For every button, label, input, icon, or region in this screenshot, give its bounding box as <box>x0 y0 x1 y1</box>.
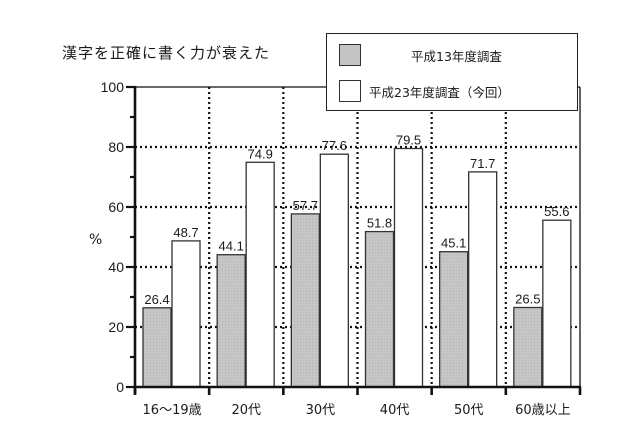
data-label: 79.5 <box>396 133 421 148</box>
legend-label: 平成13年度調査 <box>411 48 502 64</box>
y-axis-label: % <box>89 232 103 248</box>
y-tick-label: 60 <box>108 199 124 215</box>
x-tick-label: 30代 <box>306 403 336 418</box>
data-label: 48.7 <box>173 225 198 240</box>
x-tick-label: 60歳以上 <box>515 403 571 418</box>
bar-h23-2 <box>319 153 349 388</box>
data-label: 55.6 <box>544 204 569 219</box>
y-tick-label: 80 <box>108 139 124 155</box>
legend-swatch-white <box>339 80 361 102</box>
bar-h13-2 <box>290 213 320 388</box>
y-tick-label: 40 <box>108 259 124 275</box>
chart-title: 漢字を正確に書く力が衰えた <box>62 44 271 62</box>
data-label: 44.1 <box>219 239 244 254</box>
data-label: 51.8 <box>367 216 392 231</box>
bar-h23-1 <box>245 161 275 388</box>
bar-h23-4 <box>468 171 498 388</box>
data-label: 71.7 <box>470 156 495 171</box>
y-tick-label: 100 <box>101 79 125 95</box>
x-tick-label: 40代 <box>380 403 410 418</box>
x-tick-label: 50代 <box>454 403 484 418</box>
bar-h23-5 <box>542 219 572 388</box>
data-label: 77.6 <box>322 138 347 153</box>
x-tick-label: 20代 <box>231 403 261 418</box>
y-tick-label: 0 <box>116 379 124 395</box>
data-label: 57.7 <box>293 198 318 213</box>
axes: 0 20 40 60 80 100 <box>101 79 582 395</box>
legend: 平成13年度調査 平成23年度調査（今回） <box>326 33 578 111</box>
legend-label: 平成23年度調査（今回） <box>369 84 510 100</box>
bar-h13-4 <box>439 251 469 388</box>
data-label: 26.4 <box>144 292 169 307</box>
data-label: 45.1 <box>441 236 466 251</box>
data-labels: 26.4 48.7 16〜19歳 44.1 74.9 20代 57.7 77.6 30代 51.8… <box>143 133 571 419</box>
bar-h13-5 <box>513 306 543 388</box>
y-tick-label: 20 <box>108 319 124 335</box>
bar-h13-1 <box>216 254 246 388</box>
legend-item-h23: 平成23年度調査（今回） <box>339 80 510 102</box>
bar-h13-3 <box>364 230 395 388</box>
gridlines <box>135 87 580 387</box>
x-tick-label: 16〜19歳 <box>143 403 202 418</box>
bar-h23-3 <box>393 147 424 388</box>
bars <box>142 147 572 388</box>
legend-swatch-gray <box>339 44 361 66</box>
bar-h13-0 <box>142 307 172 388</box>
data-label: 26.5 <box>515 292 540 307</box>
legend-item-h13: 平成13年度調査 <box>339 44 502 66</box>
bar-h23-0 <box>171 240 201 388</box>
data-label: 74.9 <box>248 146 273 161</box>
